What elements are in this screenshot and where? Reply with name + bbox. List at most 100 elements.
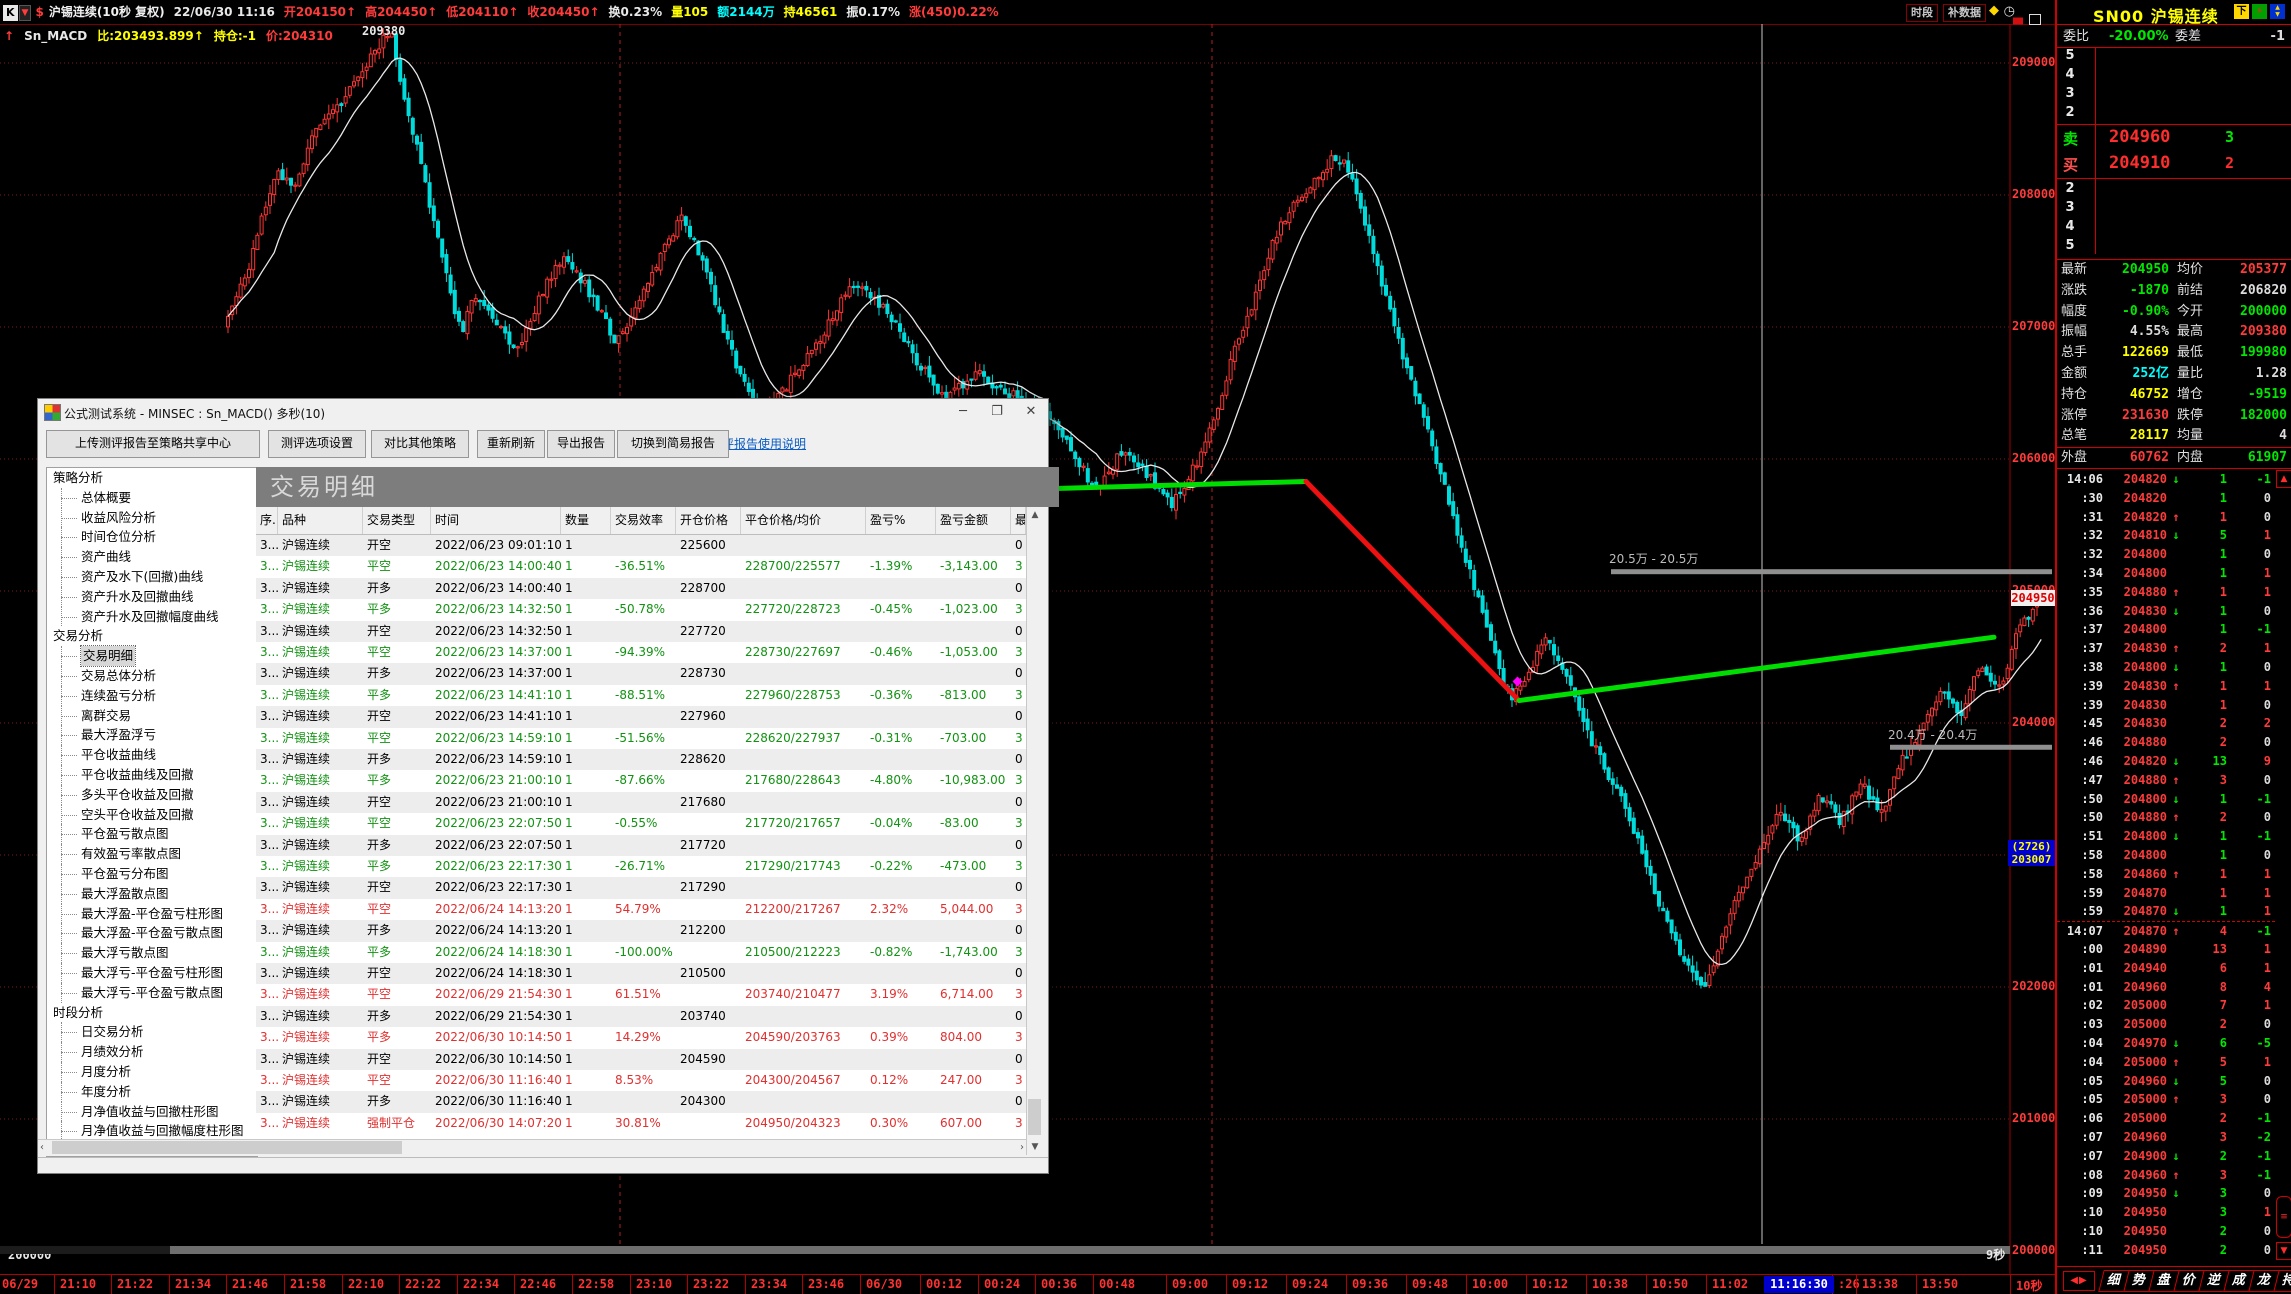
toolbar-button[interactable]: 切换到简易报告 [617,430,729,458]
column-header[interactable]: 序. [256,507,278,534]
tree-item[interactable]: 离群交易 [47,705,257,726]
tick-row[interactable]: :59 204870 1 1 [2057,884,2275,903]
column-header[interactable]: 开仓价格 [676,507,741,534]
tick-row[interactable]: :50 204800 ↓ 1 -1 [2057,790,2275,809]
tick-row[interactable]: :30 204820 1 0 [2057,489,2275,508]
toolbar-button[interactable]: 上传测评报告至策略共享中心 [46,430,260,458]
table-row[interactable]: 3... 沪锡连续 平空 2022/06/24 14:13:20 1 54.79% 2122… [256,898,1043,921]
table-row[interactable]: 3... 沪锡连续 开多 2022/06/30 11:16:40 1 204300 0 [256,1091,1043,1113]
tree-item[interactable]: 平仓收益曲线及回撤 [47,764,257,785]
table-hscrollbar[interactable]: ‹ › [38,1139,1026,1156]
tick-row[interactable]: :38 204800 ↓ 1 0 [2057,658,2275,677]
dialog-titlebar[interactable]: 公式测试系统 - MINSEC : Sn_MACD() 多秒(10) ─ ❐ ✕ [38,399,1048,425]
tick-row[interactable]: :02 205000 7 1 [2057,996,2275,1015]
tree-item[interactable]: 收益风险分析 [47,507,257,528]
table-row[interactable]: 3... 沪锡连续 开多 2022/06/29 21:54:30 1 203740 0 [256,1005,1043,1028]
tree-item[interactable]: 总体概要 [47,487,257,508]
column-header[interactable]: 数量 [561,507,611,534]
tree-item[interactable]: 日交易分析 [47,1022,257,1042]
bid-row[interactable]: 买 204910 2 [2057,151,2291,179]
clock-icon[interactable]: ◷ [2003,4,2015,19]
tree-item[interactable]: 有效盈亏率散点图 [47,844,257,864]
tick-row[interactable]: :34 204800 1 1 [2057,564,2275,583]
tick-row[interactable]: :06 205000 2 -1 [2057,1109,2275,1128]
tick-row[interactable]: :37 204800 1 -1 [2057,620,2275,639]
tick-row[interactable]: :11 204950 2 0 [2057,1241,2275,1260]
table-vscrollbar[interactable]: ▲ ▼ [1026,507,1043,1155]
toolbar-button[interactable]: 对比其他策略 [371,430,469,458]
scrollbar-thumb[interactable] [170,1246,2010,1254]
tree-item[interactable]: 最大浮盈散点图 [47,883,257,904]
tree-item[interactable]: 最大浮盈-平仓盈亏散点图 [47,923,257,943]
tree-item[interactable]: 资产及水下(回撤)曲线 [47,566,257,587]
table-row[interactable]: 3... 沪锡连续 开空 2022/06/23 21:00:10 1 217680 0 [256,791,1043,814]
tree-item[interactable]: 月绩效分析 [47,1042,257,1062]
tick-row[interactable]: :10 204950 2 0 [2057,1222,2275,1241]
tick-row[interactable]: :05 205000 ↑ 3 0 [2057,1090,2275,1109]
tick-row[interactable]: :47 204880 ↑ 3 0 [2057,771,2275,790]
tree-item[interactable]: 最大浮盈-平仓盈亏柱形图 [47,903,257,924]
table-row[interactable]: 3... 沪锡连续 开多 2022/06/23 14:59:10 1 228620 0 [256,749,1043,771]
tree-item[interactable]: 月净值收益与回撤幅度柱形图 [47,1121,257,1141]
tree-item[interactable]: 多头平仓收益及回撤 [47,784,257,805]
tick-row[interactable]: :39 204830 ↑ 1 1 [2057,677,2275,696]
column-header[interactable]: 最 [1011,507,1026,534]
table-row[interactable]: 3... 沪锡连续 平多 2022/06/23 21:00:10 1 -87.66% 217… [256,770,1043,792]
tick-row[interactable]: :46 204880 2 0 [2057,733,2275,752]
table-row[interactable]: 3... 沪锡连续 平多 2022/06/23 22:17:30 1 -26.71% 217… [256,856,1043,878]
table-row[interactable]: 3... 沪锡连续 开空 2022/06/23 09:01:10 1 225600 0 [256,535,1043,557]
tree-item[interactable]: 资产曲线 [47,547,257,567]
tick-row[interactable]: :46 204820 ↓ 13 9 [2057,752,2275,771]
table-row[interactable]: 3... 沪锡连续 平多 2022/06/23 14:32:50 1 -50.78% 227… [256,599,1043,621]
tick-row[interactable]: :31 204820 ↑ 1 0 [2057,508,2275,527]
tick-row[interactable]: :36 204830 ↓ 1 0 [2057,602,2275,621]
tick-row[interactable]: :05 204960 ↓ 5 0 [2057,1072,2275,1091]
close-button[interactable]: ✕ [1025,404,1037,419]
tick-row[interactable]: :04 204970 ↓ 6 -5 [2057,1034,2275,1053]
tick-row[interactable]: :09 204950 ↓ 3 0 [2057,1184,2275,1203]
tree-item[interactable]: 资产升水及回撤曲线 [47,586,257,607]
column-header[interactable]: 盈亏% [866,507,936,534]
table-row[interactable]: 3... 沪锡连续 平空 2022/06/30 11:16:40 1 8.53% 20430… [256,1070,1043,1092]
table-row[interactable]: 3... 沪锡连续 平多 2022/06/24 14:18:30 1 -100.00% 21… [256,941,1043,963]
table-row[interactable]: 3... 沪锡连续 平多 2022/06/30 10:14:50 1 14.29% 2045… [256,1027,1043,1049]
tick-row[interactable]: :51 204800 ↓ 1 -1 [2057,827,2275,846]
topbar-button[interactable]: 补数据 [1943,3,1986,22]
column-header[interactable]: 时间 [431,507,561,534]
tree-item[interactable]: 平仓盈亏散点图 [47,824,257,844]
maximize-button[interactable]: ❐ [991,404,1003,419]
tree-item[interactable]: 最大浮亏-平仓盈亏散点图 [47,982,257,1003]
table-row[interactable]: 3... 沪锡连续 开多 2022/06/23 14:00:40 1 228700 0 [256,577,1043,600]
tick-row[interactable]: :32 204800 1 0 [2057,545,2275,564]
tab-scroll-arrows[interactable]: ◀▶ [2063,1271,2095,1291]
kline-dropdown-icon[interactable]: ▼ [18,4,32,21]
table-row[interactable]: 3... 沪锡连续 开空 2022/06/23 14:32:50 1 227720 0 [256,620,1043,642]
table-row[interactable]: 3... 沪锡连续 平空 2022/06/23 14:37:00 1 -94.39% 228… [256,642,1043,664]
topbar-button[interactable]: 时段 [1906,3,1938,22]
tick-row[interactable]: :04 205000 ↑ 5 1 [2057,1053,2275,1072]
column-header[interactable]: 品种 [278,507,363,534]
tree-item[interactable]: 平仓盈亏分布图 [47,863,257,884]
tree-item[interactable]: 时段分析 [53,1004,104,1020]
table-row[interactable]: 3... 沪锡连续 平多 2022/06/23 14:41:10 1 -88.51% 227… [256,684,1043,707]
tick-row[interactable]: :07 204900 ↓ 2 -1 [2057,1147,2275,1166]
toolbar-button[interactable]: 导出报告 [547,430,615,458]
tree-item[interactable]: 资产升水及回撤幅度曲线 [47,606,257,627]
tick-row[interactable]: :58 204800 1 0 [2057,846,2275,865]
column-header[interactable]: 盈亏金额 [936,507,1011,534]
tree-item[interactable]: 月度分析 [47,1061,257,1082]
tick-row[interactable]: :45 204830 2 2 [2057,714,2275,733]
tree-item[interactable]: 最大浮亏散点图 [47,943,257,963]
toolbar-button[interactable]: 重新刷新 [477,430,545,458]
tick-row[interactable]: 14:07 204870 ↑ 4 -1 [2057,921,2275,941]
table-row[interactable]: 3... 沪锡连续 开多 2022/06/24 14:13:20 1 212200 0 [256,920,1043,942]
tree-item[interactable]: 交易总体分析 [47,665,257,686]
tick-row[interactable]: :01 204960 8 4 [2057,978,2275,997]
table-row[interactable]: 3... 沪锡连续 开多 2022/06/23 14:37:00 1 228730 0 [256,663,1043,685]
tree-item[interactable]: 月净值收益与回撤柱形图 [47,1101,257,1122]
tree-item[interactable]: 交易明细 [47,645,257,667]
ask-row[interactable]: 卖 204960 3 [2057,124,2291,152]
table-row[interactable]: 3... 沪锡连续 开空 2022/06/24 14:18:30 1 210500 0 [256,963,1043,985]
tree-item[interactable]: 策略分析 [53,470,104,485]
table-row[interactable]: 3... 沪锡连续 平空 2022/06/23 14:59:10 1 -51.56% 228… [256,727,1043,749]
